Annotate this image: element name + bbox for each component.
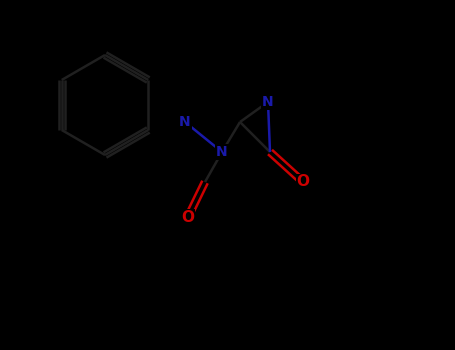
- Text: O: O: [182, 210, 194, 224]
- Text: N: N: [179, 115, 191, 129]
- Text: O: O: [297, 175, 309, 189]
- Text: N: N: [262, 95, 274, 109]
- Text: N: N: [216, 145, 228, 159]
